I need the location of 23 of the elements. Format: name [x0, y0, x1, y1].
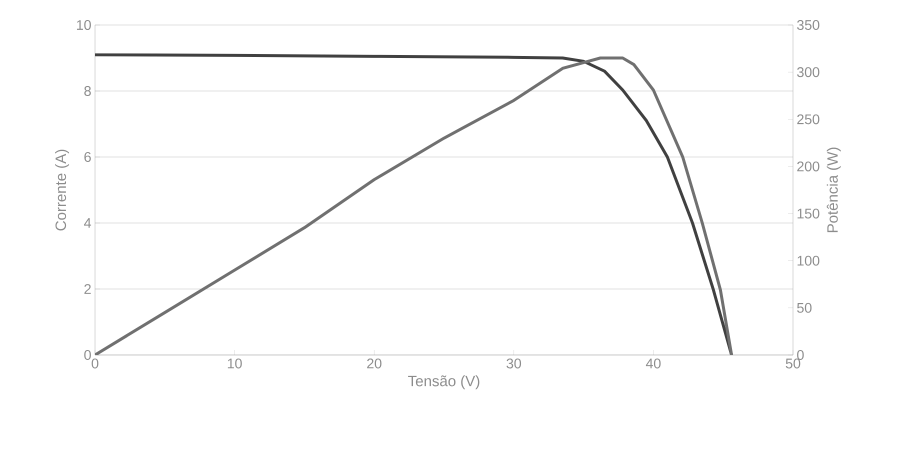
y2-tick-label: 350 [797, 20, 820, 30]
y-tick-label: 6 [84, 152, 91, 162]
x-axis-title: Tensão (V) [408, 375, 480, 390]
y-axis-title: Corrente (A) [55, 150, 70, 230]
y-tick-label: 8 [84, 86, 91, 96]
y-tick-label: 0 [84, 350, 91, 360]
y2-tick-label: 150 [798, 208, 820, 219]
y-tick-label: 2 [84, 284, 91, 294]
y2-tick-label: 200 [797, 161, 820, 172]
y2-tick-label: 250 [797, 114, 820, 124]
y2-axis-title: Potência (W) [826, 148, 841, 232]
y2-tick-label: 0 [797, 350, 804, 360]
y2-tick-label: 300 [797, 67, 820, 78]
x-tick-label: 50 [786, 358, 800, 368]
x-tick-label: 20 [367, 358, 382, 368]
y-tick-label: 10 [76, 20, 91, 30]
x-tick-label: 0 [92, 358, 98, 368]
y2-tick-label: 100 [798, 256, 820, 266]
x-tick-label: 30 [506, 358, 522, 368]
x-tick-label: 40 [646, 358, 661, 368]
y2-tick-label: 50 [797, 302, 812, 313]
x-tick-label: 10 [228, 358, 242, 368]
y-tick-label: 4 [84, 218, 92, 228]
